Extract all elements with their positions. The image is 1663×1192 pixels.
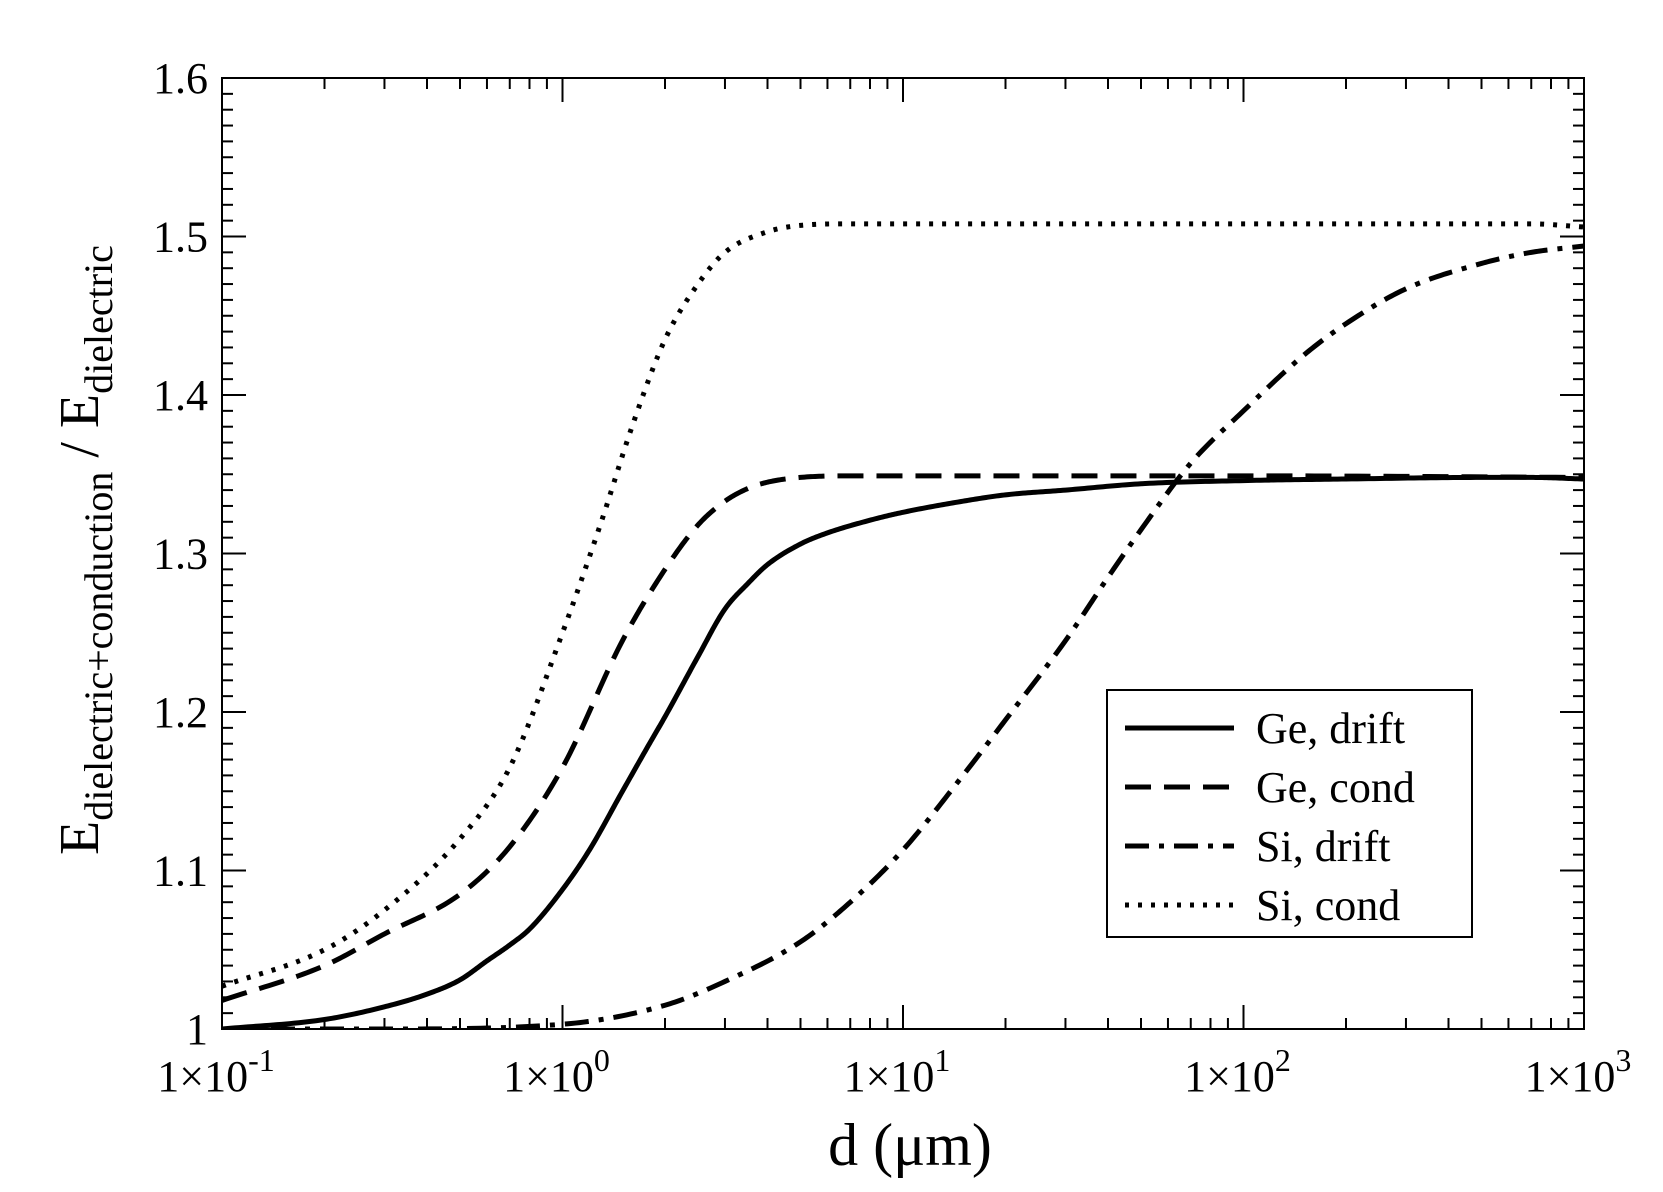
y-tick-label: 1.1 xyxy=(153,847,208,896)
series-line-si-drift xyxy=(222,243,1584,1029)
y-axis-title-numerator-subscript: dielectric+conduction xyxy=(76,472,121,821)
x-tick-label: 1×10-1 xyxy=(157,1042,274,1101)
x-tick-label-base: 1×10 xyxy=(1525,1052,1616,1101)
legend-label-si-drift: Si, drift xyxy=(1256,822,1390,871)
x-tick-label-exponent: 1 xyxy=(934,1042,950,1078)
x-tick-label: 1×101 xyxy=(844,1042,951,1101)
x-tick-label-base: 1×10 xyxy=(503,1052,594,1101)
legend-items: Ge, drift Ge, cond Si, drift Si, cond xyxy=(1125,704,1415,930)
x-axis-title: d (μm) xyxy=(828,1112,992,1178)
x-tick-label-base: 1×10 xyxy=(1184,1052,1275,1101)
legend: Ge, drift Ge, cond Si, drift Si, cond xyxy=(1106,689,1473,938)
x-tick-label-exponent: -1 xyxy=(248,1042,275,1078)
x-tick-label-exponent: 0 xyxy=(594,1042,610,1078)
axis-tick-labels: 11.11.21.31.41.51.61×10-1 1×100 1×101 1×102… xyxy=(153,54,1631,1101)
y-tick-label: 1.5 xyxy=(153,213,208,262)
x-tick-label-exponent: 2 xyxy=(1275,1042,1291,1078)
y-tick-label: 1.3 xyxy=(153,530,208,579)
y-axis-title-base-2: E xyxy=(49,394,111,428)
series-lines xyxy=(222,221,1584,1029)
legend-label-ge-drift: Ge, drift xyxy=(1256,704,1405,753)
y-tick-label: 1.6 xyxy=(153,54,208,103)
legend-label-si-cond: Si, cond xyxy=(1256,881,1400,930)
legend-label-ge-cond: Ge, cond xyxy=(1256,763,1415,812)
y-tick-label: 1 xyxy=(186,1005,208,1054)
x-tick-label: 1×100 xyxy=(503,1042,610,1101)
svg-text:Edielectric+conduction / Ediel: Edielectric+conduction / Edielectric xyxy=(49,245,121,855)
y-tick-label: 1.2 xyxy=(153,688,208,737)
y-axis-title-denominator-subscript: dielectric xyxy=(76,245,121,394)
y-tick-label: 1.4 xyxy=(153,371,208,420)
series-line-ge-cond xyxy=(222,473,1584,1003)
x-tick-label-exponent: 3 xyxy=(1615,1042,1631,1078)
x-tick-label: 1×102 xyxy=(1184,1042,1291,1101)
x-tick-label: 1×103 xyxy=(1525,1042,1632,1101)
y-axis-title: Edielectric+conduction / Edielectric xyxy=(49,245,121,855)
y-axis-title-base: E xyxy=(49,821,111,855)
series-line-ge-drift xyxy=(222,474,1584,1029)
x-tick-label-base: 1×10 xyxy=(157,1052,248,1101)
legend-box xyxy=(1106,689,1473,938)
x-tick-label-base: 1×10 xyxy=(844,1052,935,1101)
plot-frame xyxy=(221,77,1585,1030)
y-axis-title-separator: / xyxy=(49,428,111,472)
